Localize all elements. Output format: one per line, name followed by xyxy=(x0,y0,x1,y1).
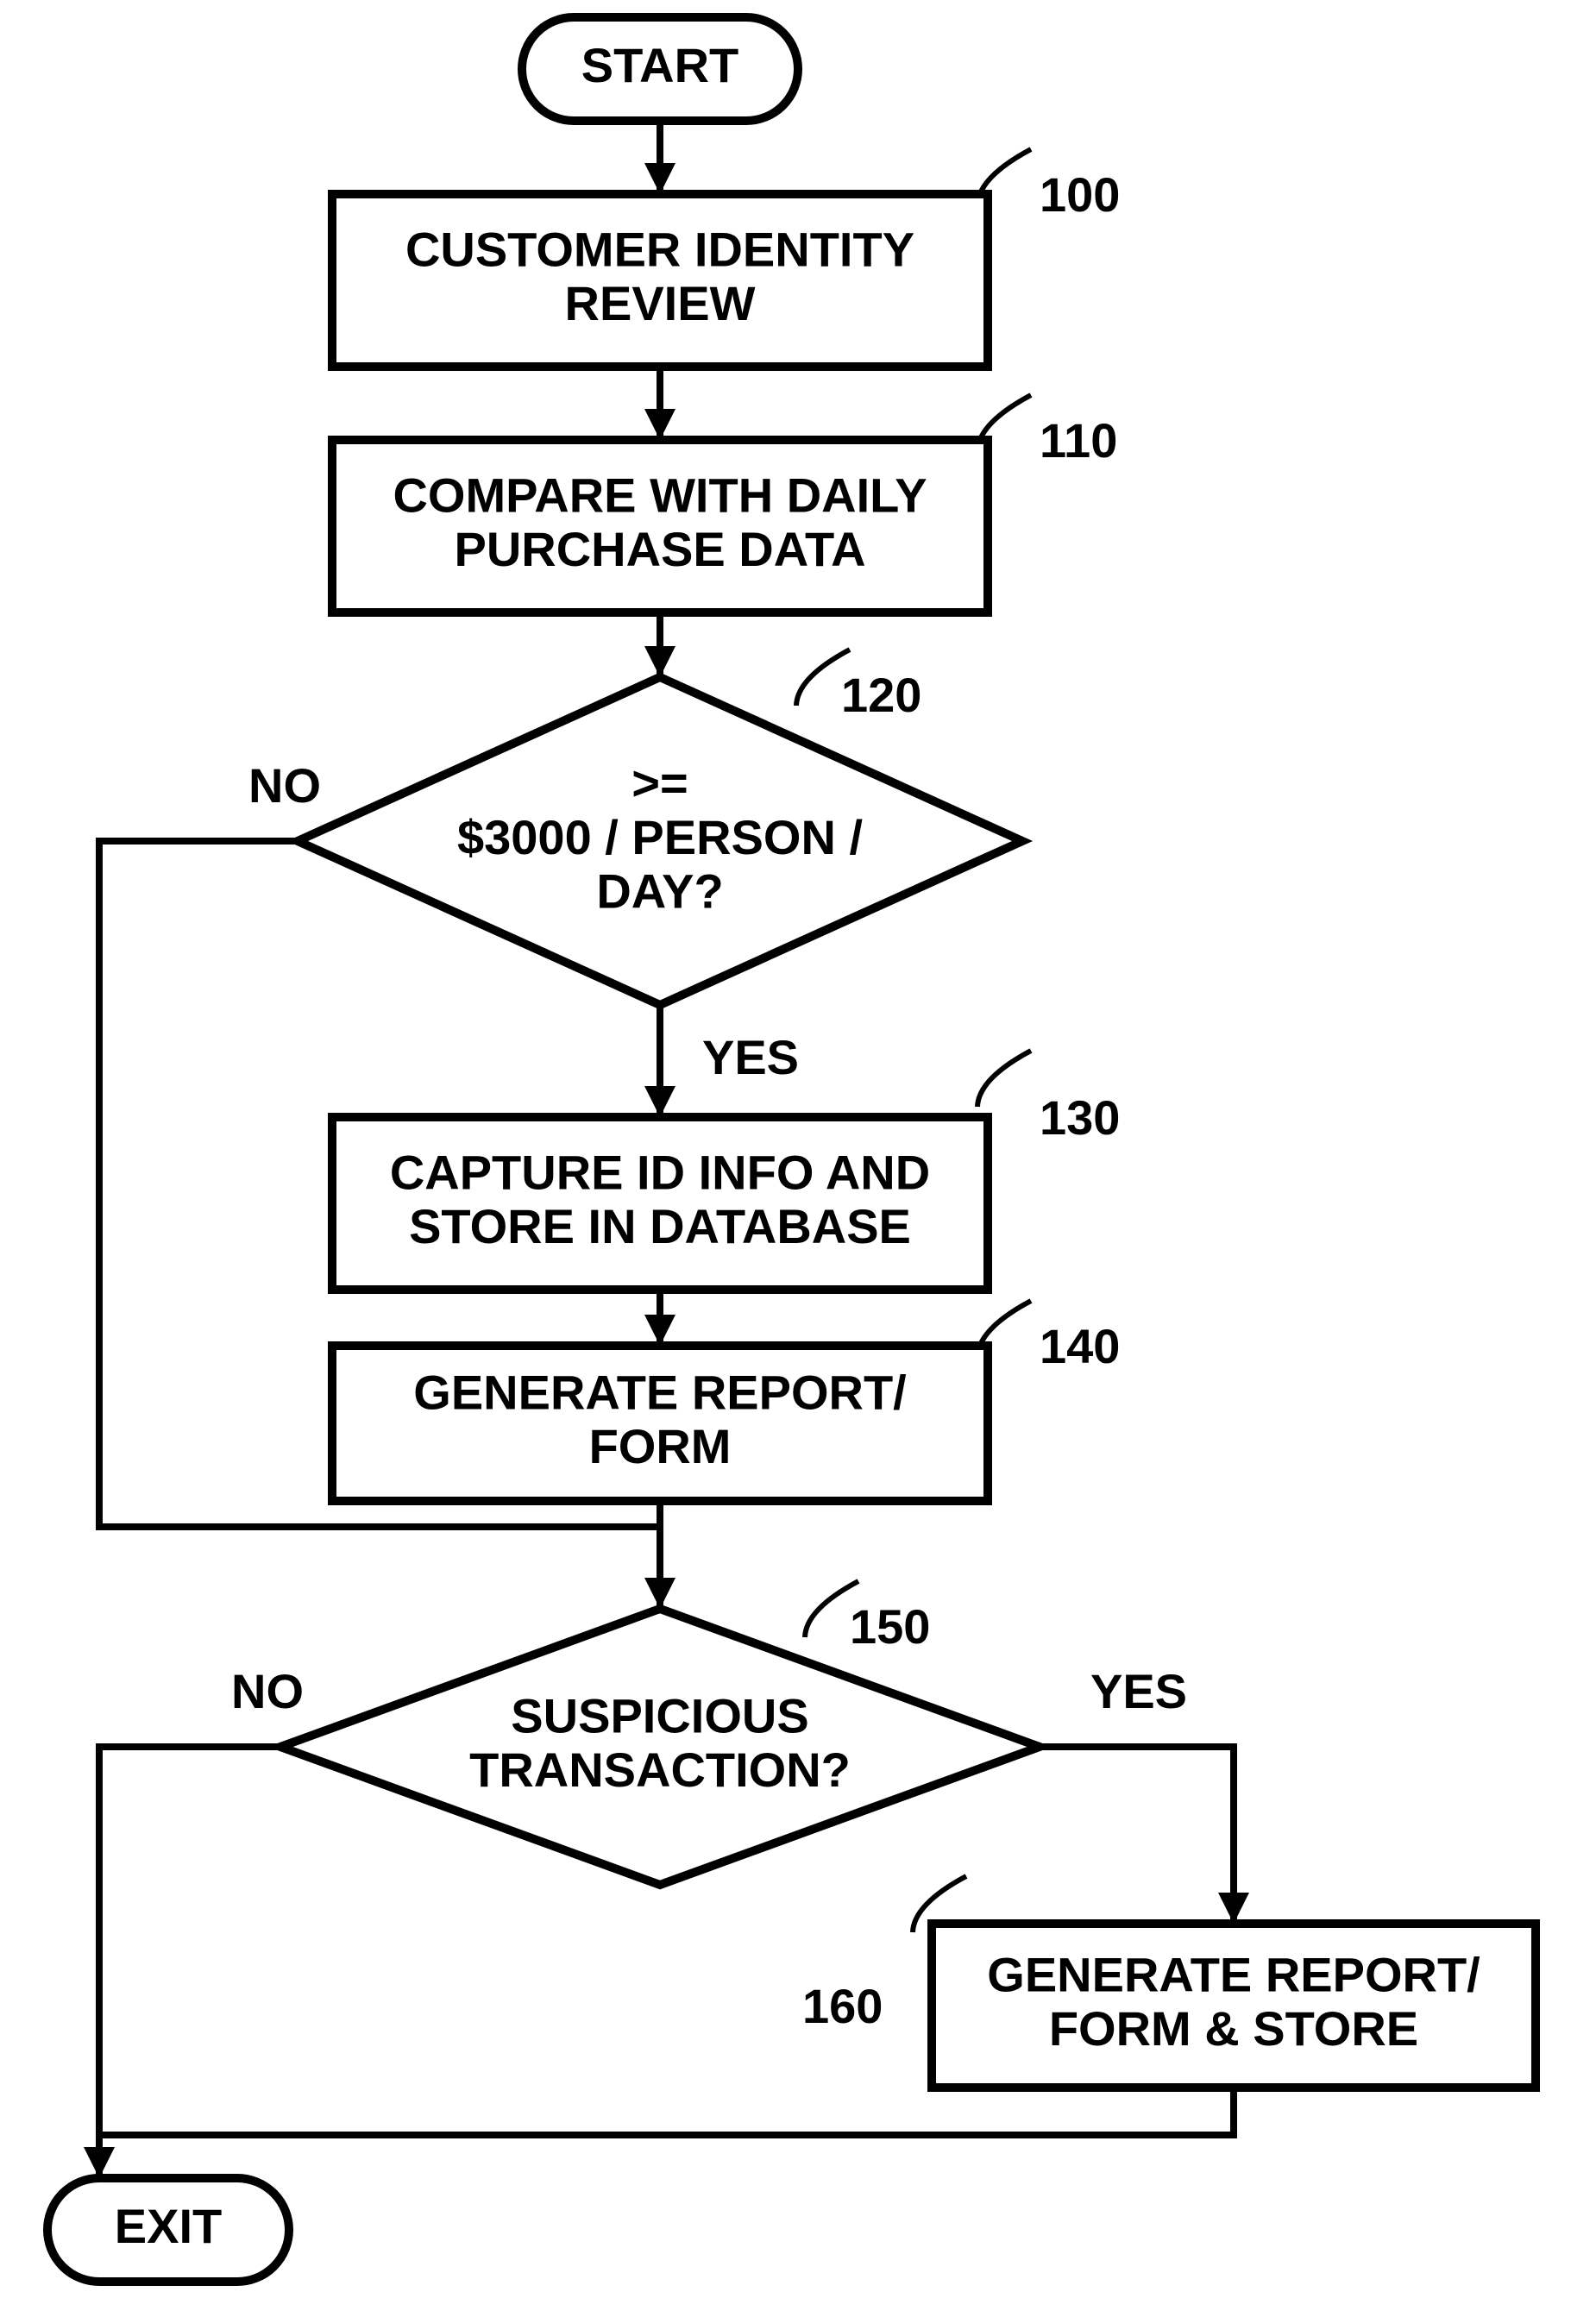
edge-label: NO xyxy=(231,1664,304,1718)
node-text: CUSTOMER IDENTITY xyxy=(405,222,914,276)
node-text: PURCHASE DATA xyxy=(454,522,865,576)
node-text: STORE IN DATABASE xyxy=(409,1199,911,1253)
node-n120: >=$3000 / PERSON /DAY? xyxy=(298,677,1022,1005)
node-n160: GENERATE REPORT/FORM & STORE xyxy=(932,1924,1536,2088)
node-text: DAY? xyxy=(596,864,723,919)
ref-130: 130 xyxy=(1040,1090,1120,1145)
node-text: >= xyxy=(631,756,688,810)
node-n100: CUSTOMER IDENTITYREVIEW xyxy=(332,194,988,367)
node-text: FORM & STORE xyxy=(1049,2001,1418,2056)
node-text: TRANSACTION? xyxy=(469,1742,851,1797)
node-text: COMPARE WITH DAILY xyxy=(393,468,927,522)
edge-label: YES xyxy=(702,1030,799,1084)
ref-140: 140 xyxy=(1040,1319,1120,1373)
node-n140: GENERATE REPORT/FORM xyxy=(332,1346,988,1501)
node-n130: CAPTURE ID INFO ANDSTORE IN DATABASE xyxy=(332,1117,988,1290)
ref-100: 100 xyxy=(1040,167,1120,222)
node-text: FORM xyxy=(589,1419,732,1473)
node-text: CAPTURE ID INFO AND xyxy=(390,1145,930,1199)
node-text: GENERATE REPORT/ xyxy=(987,1947,1480,2001)
ref-160: 160 xyxy=(802,1979,883,2033)
node-text: GENERATE REPORT/ xyxy=(413,1365,907,1419)
node-exit: EXIT xyxy=(47,2178,289,2282)
ref-110: 110 xyxy=(1040,413,1117,468)
node-start: START xyxy=(522,17,798,121)
node-text: START xyxy=(581,38,739,92)
edge-label: YES xyxy=(1090,1664,1187,1718)
node-text: REVIEW xyxy=(565,276,756,330)
node-text: $3000 / PERSON / xyxy=(457,810,863,864)
edge-label: NO xyxy=(248,758,321,813)
ref-150: 150 xyxy=(850,1599,930,1654)
ref-120: 120 xyxy=(841,668,921,722)
node-n110: COMPARE WITH DAILYPURCHASE DATA xyxy=(332,440,988,612)
node-text: EXIT xyxy=(115,2199,222,2253)
node-text: SUSPICIOUS xyxy=(511,1688,808,1742)
